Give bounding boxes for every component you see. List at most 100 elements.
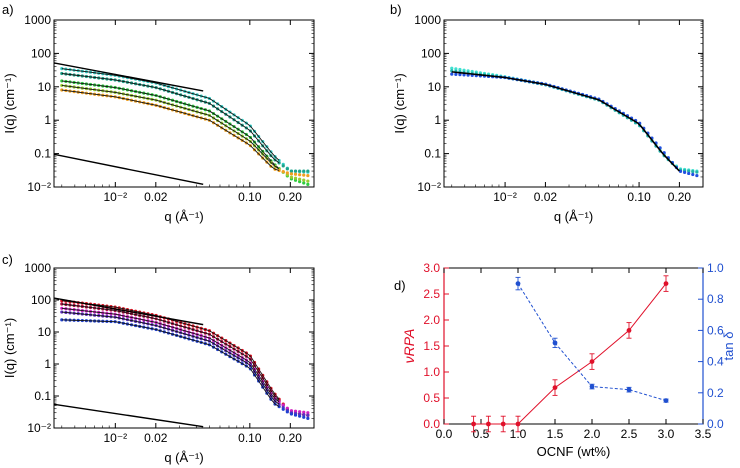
data-point xyxy=(306,413,310,417)
data-point xyxy=(302,410,306,414)
y-tick-label: 1000 xyxy=(414,13,441,27)
data-point xyxy=(302,178,306,182)
y-tick-label: 1 xyxy=(44,113,51,127)
data-point xyxy=(285,406,289,410)
data-point xyxy=(306,173,310,178)
y-tick-label: 1000 xyxy=(24,261,51,275)
y-right-tick-label: 0.6 xyxy=(707,323,724,337)
data-point xyxy=(298,410,302,414)
x-axis-label: q (Å⁻¹) xyxy=(554,209,593,224)
series-line xyxy=(473,283,667,425)
y-right-axis-label: tan δ xyxy=(721,332,736,361)
data-point xyxy=(293,413,298,417)
data-point xyxy=(687,169,691,173)
y-tick-label: 10⁻² xyxy=(417,180,441,194)
data-point xyxy=(695,173,699,178)
y-axis-label: I(q) (cm⁻¹) xyxy=(392,73,407,133)
data-point xyxy=(552,340,558,346)
y-right-tick-label: 0.2 xyxy=(707,386,724,400)
data-point xyxy=(458,67,462,72)
plot-frame xyxy=(53,19,315,188)
series-fit-line xyxy=(61,307,280,403)
panel-label: d) xyxy=(394,278,406,293)
data-point xyxy=(450,66,454,70)
data-point xyxy=(306,416,310,420)
data-point xyxy=(293,176,298,180)
x-tick-label: 10⁻² xyxy=(103,190,127,204)
data-point xyxy=(454,67,458,71)
x-tick-label: 0.10 xyxy=(627,190,651,204)
data-point xyxy=(663,281,669,286)
y-left-tick-label: 1.0 xyxy=(423,365,440,379)
y-tick-label: 10 xyxy=(38,325,52,339)
y-left-tick-label: 2.5 xyxy=(423,287,440,301)
series-fit-line xyxy=(61,73,280,164)
data-point xyxy=(306,182,310,186)
x-tick-label: 1.5 xyxy=(547,427,564,441)
data-point xyxy=(298,180,302,184)
y-right-tick-label: 1.0 xyxy=(707,261,724,275)
series-yellow-green xyxy=(60,83,310,183)
slope-guide-line xyxy=(54,62,204,92)
y-right-tick-label: 0.4 xyxy=(707,355,724,369)
x-axis-label: q (Å⁻¹) xyxy=(164,209,203,224)
series-fit-line xyxy=(61,68,280,161)
data-point xyxy=(298,173,302,177)
y-axis-label: I(q) (cm⁻¹) xyxy=(2,318,17,378)
data-point xyxy=(462,73,466,77)
data-point xyxy=(471,421,476,427)
slope-guide-line xyxy=(54,153,204,186)
x-tick-label: 0.20 xyxy=(668,190,692,204)
data-point xyxy=(298,177,302,181)
data-layer xyxy=(54,62,310,186)
panel-label: c) xyxy=(2,252,13,267)
x-tick-label: 0.20 xyxy=(279,431,303,445)
data-point xyxy=(289,169,294,173)
y-left-tick-label: 0.0 xyxy=(423,417,440,431)
data-point xyxy=(500,421,506,427)
data-point xyxy=(289,412,294,416)
series-fit-line xyxy=(61,89,280,171)
series-blue xyxy=(450,72,699,178)
data-point xyxy=(450,72,454,76)
data-point xyxy=(458,73,462,77)
y-right-tick-label: 0.8 xyxy=(707,292,724,306)
y-tick-label: 1 xyxy=(44,357,51,371)
x-tick-label: 10⁻² xyxy=(493,190,517,204)
data-point xyxy=(695,170,699,174)
series-green xyxy=(60,79,310,186)
y-tick-label: 10 xyxy=(38,80,52,94)
data-point xyxy=(515,421,521,427)
data-point xyxy=(306,411,310,415)
data-layer xyxy=(450,66,699,178)
y-left-axis-label: νRPA xyxy=(401,329,417,364)
y-right-tick-label: 0.0 xyxy=(707,417,724,431)
x-tick-label: 0.5 xyxy=(473,427,490,441)
series-cyan xyxy=(60,67,310,174)
x-tick-label: 0.02 xyxy=(144,190,168,204)
data-point xyxy=(626,328,632,333)
x-axis-label: OCNF (wt%) xyxy=(537,444,611,459)
data-point xyxy=(302,415,306,419)
series-fit-line xyxy=(61,300,280,400)
series-cyan xyxy=(450,66,699,173)
x-tick-label: 0.10 xyxy=(238,431,262,445)
data-point xyxy=(589,384,595,389)
panel-label: b) xyxy=(390,2,402,17)
data-point xyxy=(687,171,691,176)
x-tick-label: 0.02 xyxy=(144,431,168,445)
y-axis-label: I(q) (cm⁻¹) xyxy=(2,73,17,133)
y-left-tick-label: 3.0 xyxy=(423,261,440,275)
panel-3: d)0.0 0.5 1.0 1.5 2.0 2.5 3.0 3.50.00.51.01.52.… xyxy=(394,261,736,459)
panel-0: a) 10⁻² 0.1 1 10 100 1000 10⁻² 0.02 0.10 0.20 q (Å⁻… xyxy=(2,2,315,224)
series-line xyxy=(517,283,667,402)
series-fit-line xyxy=(61,319,280,408)
data-point xyxy=(306,169,310,173)
y-left-tick-label: 2.0 xyxy=(423,313,440,327)
series-orange xyxy=(60,88,310,178)
y-tick-label: 0.1 xyxy=(34,389,51,403)
x-tick-label: 0.10 xyxy=(238,190,262,204)
data-point xyxy=(302,413,306,417)
data-point xyxy=(281,170,285,174)
data-point xyxy=(302,181,306,185)
